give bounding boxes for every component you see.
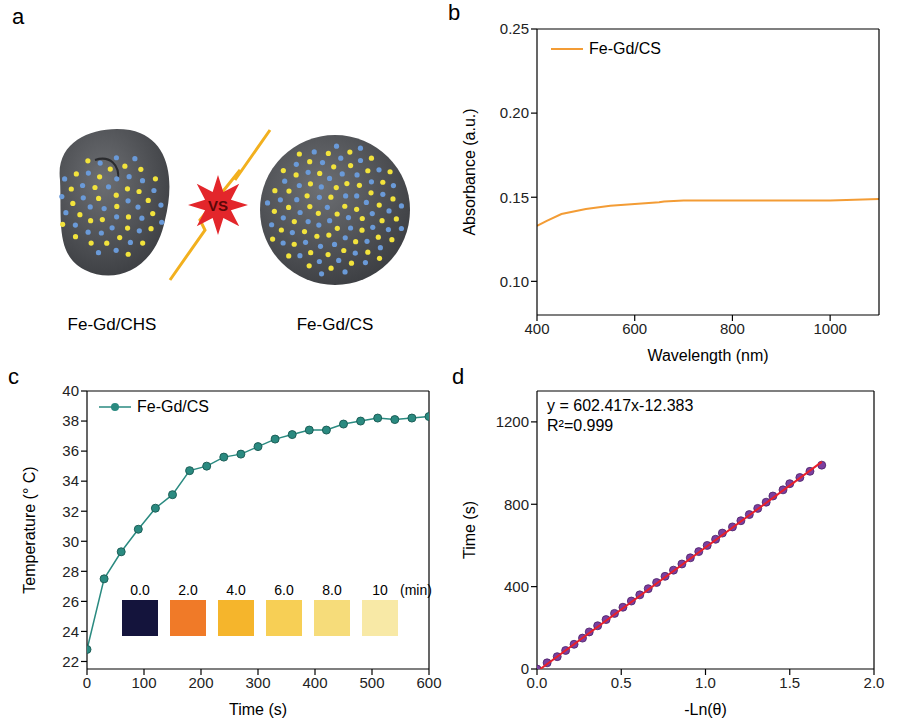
- svg-text:Fe-Gd/CS: Fe-Gd/CS: [297, 315, 374, 334]
- svg-text:500: 500: [359, 674, 384, 691]
- svg-text:400: 400: [302, 674, 327, 691]
- html-text:0.0: 0.0: [130, 582, 150, 598]
- svg-text:Time (s): Time (s): [229, 701, 287, 718]
- svg-text:300: 300: [245, 674, 270, 691]
- svg-text:38: 38: [62, 412, 79, 429]
- svg-text:30: 30: [62, 533, 79, 550]
- svg-text:0.10: 0.10: [500, 273, 529, 290]
- svg-text:2.0: 2.0: [864, 674, 885, 691]
- svg-text:32: 32: [62, 503, 79, 520]
- svg-text:36: 36: [62, 442, 79, 459]
- html-text:6.0: 6.0: [274, 582, 294, 598]
- svg-text:1000: 1000: [813, 320, 846, 337]
- html-text:Fe-Gd/CS: Fe-Gd/CS: [589, 40, 661, 57]
- svg-text:0.20: 0.20: [500, 104, 529, 121]
- html-text:a: a: [12, 4, 25, 29]
- svg-text:0: 0: [521, 660, 529, 677]
- svg-text:1200: 1200: [496, 413, 529, 430]
- svg-text:Temperature (° C): Temperature (° C): [21, 466, 38, 593]
- html-text:4.0: 4.0: [226, 582, 246, 598]
- html-text:c: c: [8, 364, 19, 389]
- svg-text:40: 40: [62, 382, 79, 399]
- svg-text:22: 22: [62, 653, 79, 670]
- html-text:y = 602.417x-12.383: y = 602.417x-12.383: [547, 397, 694, 414]
- svg-text:Absorbance (a.u.): Absorbance (a.u.): [461, 108, 478, 235]
- svg-text:-Ln(θ): -Ln(θ): [684, 701, 727, 718]
- svg-text:800: 800: [504, 496, 529, 513]
- svg-text:600: 600: [622, 320, 647, 337]
- svg-text:0.25: 0.25: [500, 20, 529, 37]
- svg-text:VS: VS: [208, 197, 228, 214]
- svg-text:Fe-Gd/CHS: Fe-Gd/CHS: [68, 315, 157, 334]
- svg-text:1.0: 1.0: [695, 674, 716, 691]
- svg-text:400: 400: [524, 320, 549, 337]
- svg-text:26: 26: [62, 593, 79, 610]
- svg-text:0.5: 0.5: [611, 674, 632, 691]
- html-text:(min): (min): [400, 582, 432, 598]
- svg-text:0.0: 0.0: [527, 674, 548, 691]
- html-text:2.0: 2.0: [178, 582, 198, 598]
- html-text:d: d: [452, 364, 465, 389]
- svg-text:0: 0: [83, 674, 91, 691]
- svg-text:1.5: 1.5: [779, 674, 800, 691]
- svg-text:0.15: 0.15: [500, 189, 529, 206]
- html-text:10: 10: [372, 582, 388, 598]
- svg-text:100: 100: [131, 674, 156, 691]
- svg-text:28: 28: [62, 563, 79, 580]
- svg-text:Time (s): Time (s): [461, 501, 478, 559]
- html-text:Fe-Gd/CS: Fe-Gd/CS: [137, 398, 209, 415]
- svg-text:200: 200: [188, 674, 213, 691]
- html-text:R²=0.999: R²=0.999: [547, 417, 614, 434]
- svg-text:34: 34: [62, 472, 79, 489]
- html-text:b: b: [448, 0, 461, 25]
- svg-text:24: 24: [62, 623, 79, 640]
- svg-text:400: 400: [504, 578, 529, 595]
- html-text:8.0: 8.0: [322, 582, 342, 598]
- svg-text:Wavelength (nm): Wavelength (nm): [647, 347, 768, 364]
- svg-text:800: 800: [720, 320, 745, 337]
- svg-text:600: 600: [416, 674, 441, 691]
